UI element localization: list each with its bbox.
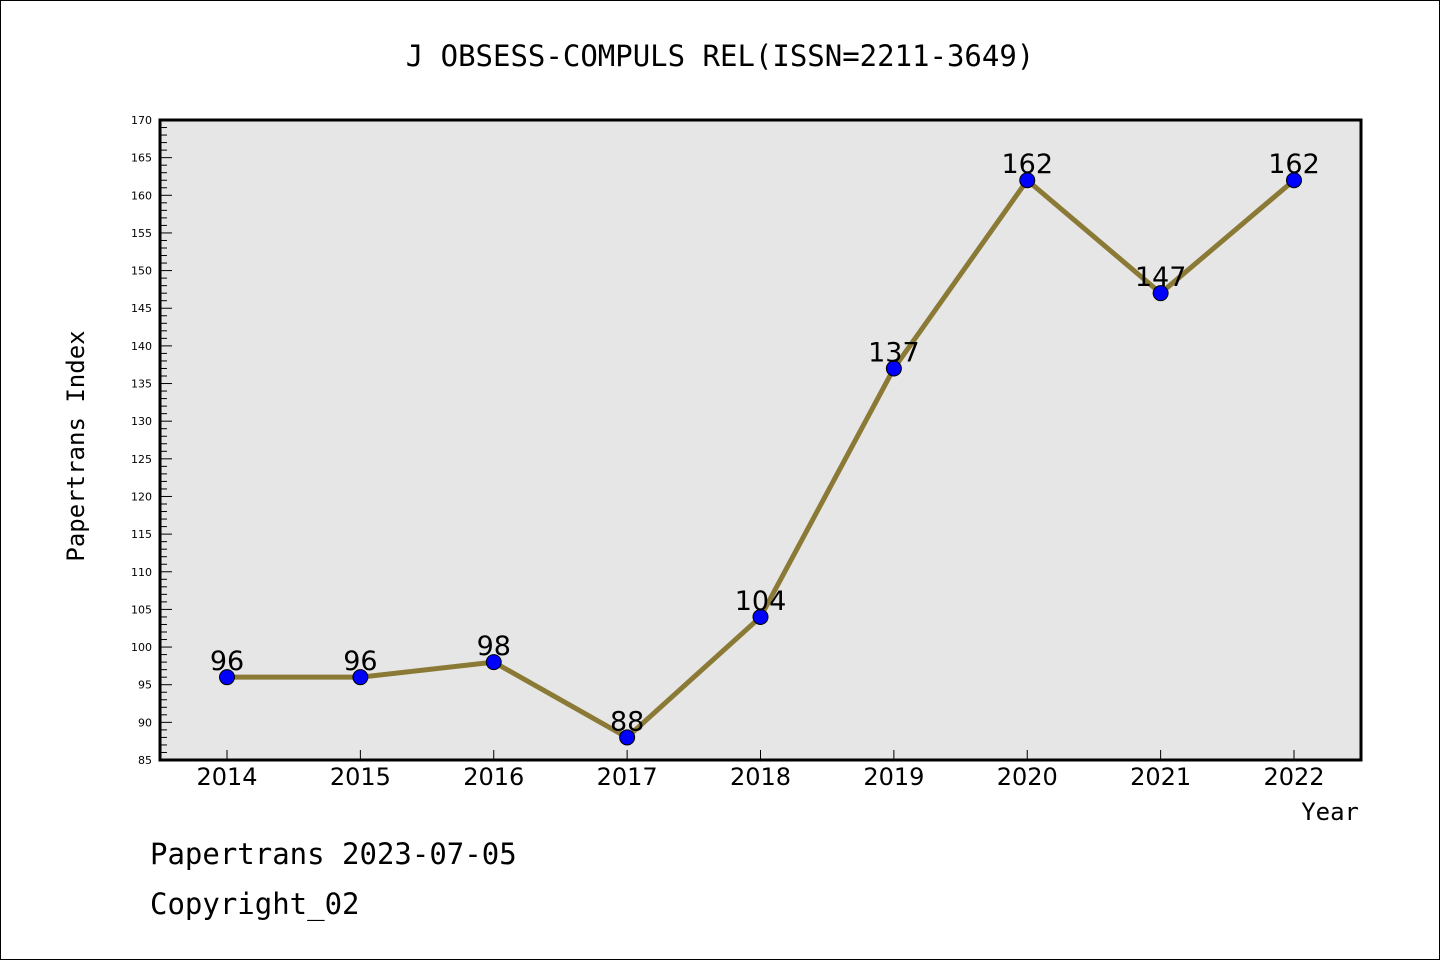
x-tick-label: 2019 — [863, 763, 924, 791]
x-tick-label: 2014 — [196, 763, 257, 791]
y-tick-label: 105 — [131, 603, 152, 616]
x-tick-label: 2018 — [730, 763, 791, 791]
y-tick-label: 125 — [131, 453, 152, 466]
y-tick-label: 155 — [131, 227, 152, 240]
y-axis-ticks: 85 90 95 100 105 110 115 120 125 130 135 140 145 150 1… — [131, 114, 172, 767]
y-tick-label: 170 — [131, 114, 152, 127]
x-tick-label: 2020 — [997, 763, 1058, 791]
x-axis-label: Year — [1301, 798, 1359, 826]
data-label: 96 — [343, 646, 377, 677]
data-point — [752, 608, 769, 625]
y-tick-label: 150 — [131, 265, 152, 278]
footer-copyright: Copyright_02 — [150, 887, 360, 922]
data-labels: 96 96 98 88 104 137 162 147 162 — [210, 149, 1320, 737]
x-tick-label: 2021 — [1130, 763, 1191, 791]
data-label: 137 — [868, 337, 920, 368]
y-tick-label: 135 — [131, 378, 152, 391]
data-label: 96 — [210, 646, 244, 677]
y-tick-label: 165 — [131, 152, 152, 165]
data-point — [219, 669, 235, 686]
y-tick-label: 115 — [131, 528, 152, 541]
data-label: 162 — [1001, 149, 1053, 180]
plot-area — [160, 120, 1361, 760]
y-tick-label: 130 — [131, 415, 152, 428]
y-tick-label: 120 — [131, 490, 152, 503]
y-tick-label: 145 — [131, 302, 152, 315]
x-axis-ticks: 2014 2015 2016 2017 2018 2019 2020 2021 2022 — [196, 750, 1325, 791]
plot-border — [158, 118, 1363, 762]
y-tick-label: 100 — [131, 641, 152, 654]
y-tick-label: 90 — [138, 716, 152, 729]
y-tick-label: 110 — [131, 566, 152, 579]
x-tick-label: 2017 — [597, 763, 658, 791]
y-tick-label: 95 — [138, 679, 152, 692]
x-tick-label: 2022 — [1263, 763, 1324, 791]
data-label: 98 — [477, 631, 511, 662]
chart-title: J OBSESS-COMPULS REL(ISSN=2211-3649) — [406, 39, 1035, 73]
y-tick-label: 140 — [131, 340, 152, 353]
y-axis-label: Papertrans Index — [62, 330, 90, 561]
x-tick-label: 2015 — [330, 763, 391, 791]
data-point — [1286, 172, 1302, 189]
data-label: 162 — [1268, 149, 1320, 180]
data-point — [885, 360, 902, 377]
data-label: 104 — [735, 586, 787, 617]
data-point — [352, 669, 369, 686]
x-tick-label: 2016 — [463, 763, 524, 791]
data-point — [1019, 172, 1036, 189]
data-point — [485, 654, 502, 671]
data-points — [219, 172, 1302, 746]
data-point — [1152, 285, 1169, 302]
data-label: 147 — [1135, 262, 1187, 293]
data-label: 88 — [610, 706, 644, 737]
data-point — [619, 729, 636, 746]
y-tick-label: 160 — [131, 189, 152, 202]
footer-date: Papertrans 2023-07-05 — [150, 837, 517, 871]
y-tick-label: 85 — [138, 754, 152, 767]
